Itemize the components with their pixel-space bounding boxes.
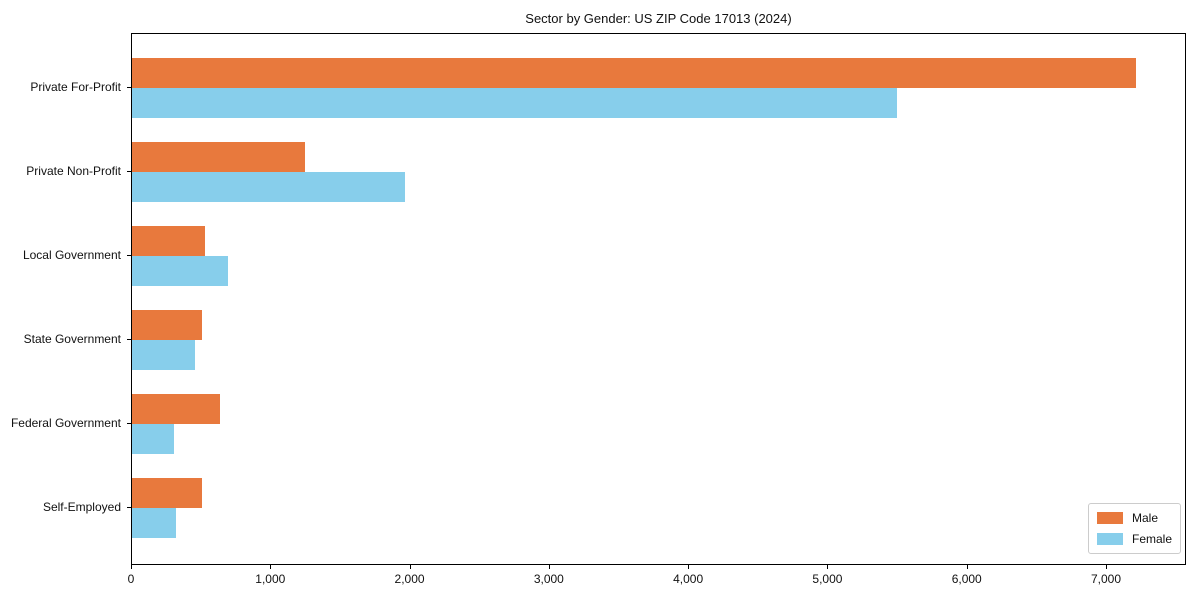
x-tick-mark (827, 565, 829, 569)
y-tick-mark (127, 423, 131, 424)
legend-swatch-female (1097, 533, 1123, 545)
bar-female-4 (132, 340, 195, 370)
y-axis-label: Private Non-Profit (26, 164, 121, 178)
bar-male-3 (132, 226, 205, 256)
x-axis-label: 3,000 (533, 572, 564, 586)
y-axis-label: Local Government (22, 248, 121, 262)
x-tick-mark (409, 565, 411, 569)
x-tick-mark (270, 565, 272, 569)
x-axis-label: 6,000 (951, 572, 982, 586)
bar-female-2 (132, 172, 405, 202)
bar-male-4 (132, 310, 202, 340)
chart-title: Sector by Gender: US ZIP Code 17013 (202… (525, 11, 792, 26)
legend-swatch-male (1097, 512, 1123, 524)
x-tick-mark (688, 565, 690, 569)
y-tick-mark (127, 255, 131, 256)
bar-male-6 (132, 478, 202, 508)
bar-female-1 (132, 88, 897, 118)
y-axis-label: Self-Employed (42, 500, 121, 514)
x-axis-label: 2,000 (394, 572, 425, 586)
x-axis-label: 0 (127, 572, 135, 586)
x-tick-mark (548, 565, 550, 569)
legend: Male Female (1088, 503, 1181, 554)
x-axis-label: 5,000 (812, 572, 843, 586)
x-tick-mark (966, 565, 968, 569)
x-axis-label: 4,000 (673, 572, 704, 586)
bar-male-5 (132, 394, 220, 424)
x-axis-label: 1,000 (255, 572, 286, 586)
legend-item-male: Male (1097, 511, 1172, 525)
bar-male-1 (132, 58, 1136, 88)
plot-area (131, 33, 1186, 565)
y-tick-mark (127, 507, 131, 508)
x-axis-label: 7,000 (1090, 572, 1122, 586)
x-tick-mark (1106, 565, 1107, 569)
legend-item-female: Female (1097, 532, 1172, 546)
legend-label: Female (1132, 532, 1173, 546)
y-axis-label: State Government (23, 332, 121, 346)
y-tick-mark (127, 87, 131, 88)
y-tick-mark (127, 339, 131, 340)
y-tick-mark (127, 171, 131, 172)
y-axis-label: Private For-Profit (30, 80, 121, 94)
y-axis-label: Federal Government (10, 416, 121, 430)
bar-female-6 (132, 508, 176, 538)
x-tick-mark (131, 565, 132, 569)
legend-label: Male (1132, 511, 1159, 525)
bar-female-3 (132, 256, 228, 286)
bar-male-2 (132, 142, 305, 172)
bar-female-5 (132, 424, 174, 454)
